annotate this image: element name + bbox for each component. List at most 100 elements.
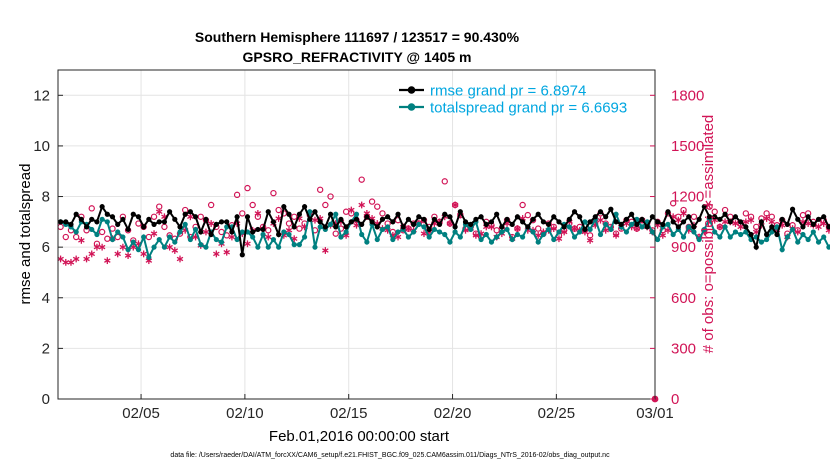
asterisk-stroke [88,251,96,257]
possible-obs-marker [519,201,526,209]
rmse-marker [525,224,531,230]
assimilated-obs-marker [405,225,412,232]
rmse-marker [504,216,510,222]
asterisk-stroke [763,216,770,221]
asterisk-stroke [405,226,412,231]
rmse-marker [468,221,474,227]
rmse-marker [276,231,282,238]
totalspread-marker [520,234,526,240]
totalspread-marker [385,224,391,230]
asterisk-stroke [72,256,80,262]
assimilated-obs-marker [213,250,220,258]
rmse-marker [660,221,666,227]
legend: rmse grand pr = 6.8974 totalspread grand… [399,83,627,117]
asterisk-stroke [680,211,687,216]
totalspread-marker [374,236,380,243]
rmse-marker [738,219,744,225]
possible-obs-marker [239,210,246,217]
possible-obs-marker [244,184,251,192]
x-tick-label: 02/05 [122,405,160,422]
asterisk-stroke [560,229,568,235]
asterisk-stroke [711,217,718,223]
rmse-marker [57,219,64,225]
totalspread-marker [364,239,370,245]
totalspread-marker [338,234,344,240]
totalspread-marker [99,216,105,222]
totalspread-marker [571,234,578,240]
totalspread-marker [296,242,302,248]
rmse-marker [260,226,266,233]
totalspread-marker [151,244,157,250]
rmse-marker [239,252,245,258]
assimilated-obs-marker [680,210,687,217]
rmse-marker [613,219,619,225]
chart-title: Southern Hemisphere 111697 / 123517 = 90… [195,29,520,45]
totalspread-marker [286,231,292,238]
assimilated-obs-marker [98,243,106,251]
rmse-marker [203,216,209,222]
assimilated-obs-marker [150,230,158,238]
asterisk-stroke [737,224,744,230]
asterisk-stroke [451,202,459,208]
possible-obs-marker [332,230,339,237]
rmse-marker [379,216,386,222]
rmse-marker [400,224,406,230]
rmse-marker [571,209,578,215]
totalspread-marker [779,247,785,253]
rmse-marker [717,216,723,222]
x-tick-label: 02/25 [538,405,576,422]
possible-obs-marker [233,191,241,199]
asterisk-stroke [285,228,293,233]
x-tick-label: 02/10 [226,405,264,422]
assimilated-obs-marker [732,220,739,227]
totalspread-marker [499,229,505,235]
rmse-marker [494,211,500,217]
rmse-marker [789,206,796,212]
asterisk-stroke [742,219,750,225]
totalspread-marker [566,224,572,230]
rmse-marker [421,216,427,222]
rmse-marker [618,221,624,227]
rmse-marker [208,231,214,238]
totalspread-marker [805,236,811,243]
y-right-tick-label: 300 [671,340,696,357]
asterisk-stroke [747,217,755,223]
totalspread-marker [468,226,474,233]
asterisk-stroke [348,207,355,213]
ticks: 02/05 02/10 02/15 02/20 02/25 03/010246810120… [33,87,704,422]
totalspread-marker [530,229,536,235]
rmse-marker [322,224,328,230]
asterisk-stroke [83,256,90,262]
legend-spread-marker [407,103,416,111]
rmse-marker [115,221,121,227]
rmse-marker [141,224,147,230]
totalspread-marker [738,231,744,238]
rmse-marker [172,216,178,222]
asterisk-stroke [550,226,558,231]
rmse-marker [447,214,453,220]
rmse-marker [509,221,515,227]
asterisk-stroke [602,228,609,233]
rmse-marker [151,221,157,227]
assimilated-obs-marker [83,255,90,263]
totalspread-marker [764,236,770,243]
totalspread-marker [478,236,484,243]
rmse-marker [665,209,671,215]
asterisk-stroke [384,228,391,233]
rmse-marker [431,216,437,222]
rmse-marker [670,219,676,225]
rmse-marker [198,229,204,235]
y-axis-label: rmse and totalspread [17,164,34,305]
totalspread-marker [670,231,676,238]
assimilated-obs-marker [358,201,365,209]
rmse-marker [764,231,770,238]
totalspread-marker [582,219,588,225]
asterisk-stroke [254,211,262,216]
assimilated-obs-marker [768,218,776,226]
totalspread-marker [504,226,510,233]
totalspread-marker [577,229,583,235]
possible-obs-marker [249,201,256,209]
asterisk-stroke [825,228,830,233]
assimilated-obs-marker [815,223,822,231]
rmse-line [60,204,830,255]
